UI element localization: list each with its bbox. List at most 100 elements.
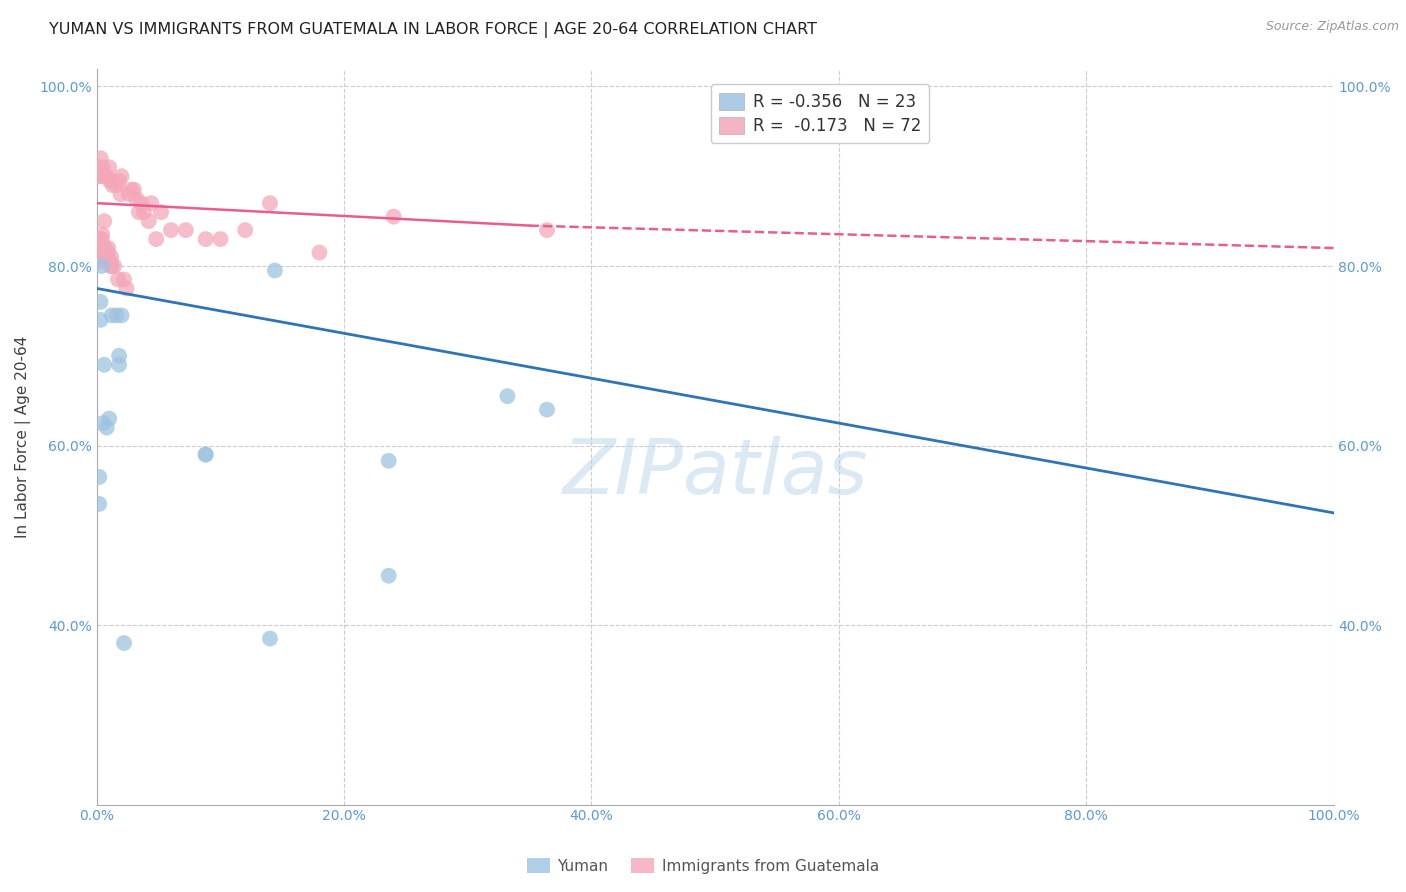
- Point: [90, 241, 112, 255]
- Point: [87, 169, 110, 184]
- Point: [107, 272, 129, 286]
- Point: [89, 250, 111, 264]
- Point: [93, 250, 115, 264]
- Point: [100, 174, 122, 188]
- Point: [89, 241, 111, 255]
- Point: [93, 214, 115, 228]
- Point: [91, 161, 114, 175]
- Point: [141, 196, 163, 211]
- Point: [91, 241, 114, 255]
- Point: [90, 245, 112, 260]
- Point: [94, 250, 117, 264]
- Point: [98, 174, 121, 188]
- Point: [87, 236, 110, 251]
- Point: [90, 259, 112, 273]
- Point: [536, 223, 558, 237]
- Point: [91, 416, 114, 430]
- Point: [87, 241, 110, 255]
- Point: [110, 187, 132, 202]
- Point: [259, 196, 281, 211]
- Point: [96, 420, 118, 434]
- Point: [90, 294, 112, 309]
- Point: [128, 205, 150, 219]
- Point: [87, 161, 110, 175]
- Point: [100, 259, 122, 273]
- Point: [100, 259, 122, 273]
- Point: [89, 497, 111, 511]
- Point: [382, 210, 405, 224]
- Point: [122, 183, 145, 197]
- Point: [89, 250, 111, 264]
- Legend: R = -0.356   N = 23, R =  -0.173   N = 72: R = -0.356 N = 23, R = -0.173 N = 72: [711, 84, 929, 143]
- Point: [120, 183, 142, 197]
- Point: [105, 178, 128, 193]
- Point: [87, 245, 110, 260]
- Point: [174, 223, 197, 237]
- Point: [233, 223, 256, 237]
- Point: [125, 192, 148, 206]
- Point: [115, 281, 138, 295]
- Point: [98, 254, 121, 268]
- Text: ZIPatlas: ZIPatlas: [562, 436, 868, 510]
- Point: [90, 232, 112, 246]
- Point: [100, 309, 122, 323]
- Point: [132, 205, 155, 219]
- Point: [86, 241, 108, 255]
- Point: [90, 151, 112, 165]
- Point: [89, 470, 111, 484]
- Point: [496, 389, 519, 403]
- Point: [209, 232, 232, 246]
- Point: [145, 232, 167, 246]
- Y-axis label: In Labor Force | Age 20-64: In Labor Force | Age 20-64: [15, 335, 31, 538]
- Point: [377, 568, 399, 582]
- Point: [87, 241, 110, 255]
- Point: [90, 245, 112, 260]
- Point: [89, 245, 111, 260]
- Point: [264, 263, 287, 277]
- Point: [93, 358, 115, 372]
- Point: [97, 245, 120, 260]
- Point: [93, 169, 115, 184]
- Point: [89, 241, 111, 255]
- Point: [160, 223, 183, 237]
- Point: [536, 402, 558, 417]
- Point: [98, 411, 121, 425]
- Point: [89, 236, 111, 251]
- Point: [91, 245, 114, 260]
- Point: [91, 227, 114, 242]
- Point: [108, 358, 131, 372]
- Point: [377, 454, 399, 468]
- Point: [105, 309, 128, 323]
- Point: [90, 236, 112, 251]
- Point: [90, 313, 112, 327]
- Legend: Yuman, Immigrants from Guatemala: Yuman, Immigrants from Guatemala: [520, 852, 886, 880]
- Point: [259, 632, 281, 646]
- Point: [110, 309, 132, 323]
- Point: [150, 205, 173, 219]
- Point: [108, 174, 131, 188]
- Point: [112, 272, 135, 286]
- Point: [108, 349, 131, 363]
- Point: [94, 241, 117, 255]
- Point: [118, 187, 141, 202]
- Text: Source: ZipAtlas.com: Source: ZipAtlas.com: [1265, 20, 1399, 33]
- Text: YUMAN VS IMMIGRANTS FROM GUATEMALA IN LABOR FORCE | AGE 20-64 CORRELATION CHART: YUMAN VS IMMIGRANTS FROM GUATEMALA IN LA…: [49, 22, 817, 38]
- Point: [308, 245, 330, 260]
- Point: [87, 232, 110, 246]
- Point: [97, 241, 120, 255]
- Point: [194, 232, 217, 246]
- Point: [89, 169, 111, 184]
- Point: [110, 169, 132, 184]
- Point: [103, 259, 125, 273]
- Point: [90, 232, 112, 246]
- Point: [101, 178, 124, 193]
- Point: [96, 169, 118, 184]
- Point: [194, 448, 217, 462]
- Point: [138, 214, 160, 228]
- Point: [131, 196, 153, 211]
- Point: [89, 254, 111, 268]
- Point: [87, 161, 110, 175]
- Point: [112, 636, 135, 650]
- Point: [100, 250, 122, 264]
- Point: [194, 448, 217, 462]
